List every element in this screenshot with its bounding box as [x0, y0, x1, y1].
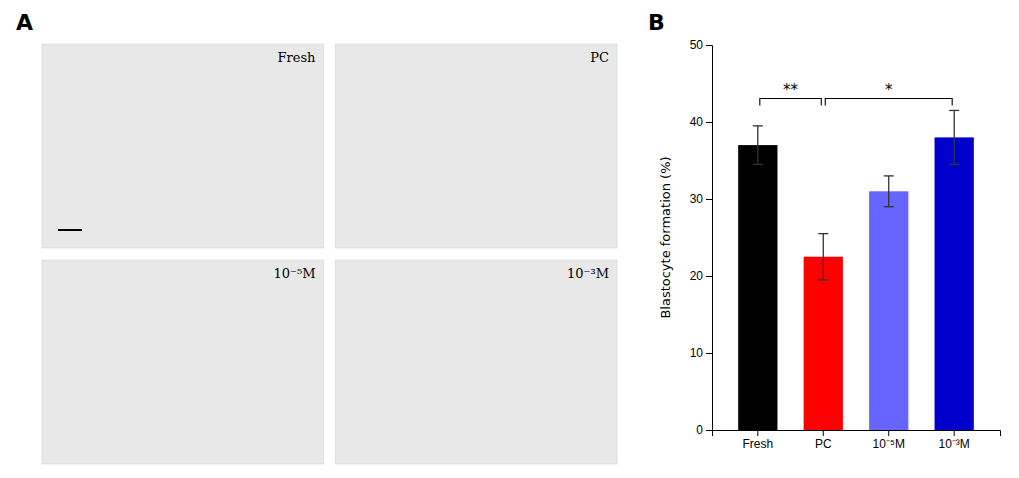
error-bar-cap: [884, 206, 894, 207]
tick: 0: [696, 423, 712, 437]
scale-bar: [58, 229, 82, 231]
tick-mark: [706, 353, 712, 354]
error-bar-stem: [823, 234, 824, 280]
image-placeholder: [42, 260, 324, 464]
tick-mark: [706, 45, 712, 46]
tick: 20: [690, 269, 712, 283]
error-bar-stem: [954, 110, 955, 164]
significance-bracket: [825, 98, 952, 105]
tick-mark: [706, 276, 712, 277]
image-label: PC: [590, 50, 609, 65]
tick-mark: [823, 430, 824, 436]
axis-line: [713, 431, 1001, 437]
bar: [804, 257, 843, 430]
error-bar-cap: [884, 175, 894, 176]
tick-label: 10⁻³M: [939, 437, 970, 451]
error-bar-cap: [818, 233, 828, 234]
tick: 10⁻³M: [939, 430, 970, 451]
tick-label: 20: [690, 269, 704, 283]
error-bar: [753, 126, 763, 165]
tick: 40: [690, 115, 712, 129]
tick: Fresh: [742, 430, 773, 451]
tick-label: 10: [690, 346, 704, 360]
error-bar: [949, 110, 959, 164]
tick: 10⁻⁵M: [873, 430, 905, 451]
image-placeholder: [42, 44, 324, 248]
bar: [869, 191, 908, 430]
bar: [738, 145, 777, 430]
image-placeholder: [336, 44, 618, 248]
tick-label: Fresh: [742, 437, 773, 451]
error-bar-cap: [753, 164, 763, 165]
tick-mark: [757, 430, 758, 436]
image-label: Fresh: [278, 50, 317, 65]
tick-mark: [706, 199, 712, 200]
error-bar: [884, 176, 894, 207]
bar: [935, 137, 974, 430]
marks: [738, 110, 974, 430]
significance-bracket: [760, 98, 821, 105]
tick-label: 30: [690, 192, 704, 206]
tick-mark: [706, 122, 712, 123]
tick-label: PC: [815, 437, 832, 451]
x-axis: Fresh PC 10⁻⁵M 10⁻³M: [713, 430, 1001, 451]
error-bar-stem: [888, 176, 889, 207]
tick-mark: [954, 430, 955, 436]
error-bar-stem: [757, 126, 758, 165]
tick: 50: [690, 38, 712, 52]
y-axis: 0 10 20 30 40 50: [690, 38, 713, 437]
tick: PC: [815, 430, 832, 451]
image-placeholder: [336, 260, 618, 464]
annotations: ***: [760, 81, 952, 105]
error-bar-cap: [949, 164, 959, 165]
image-panel: A Fresh PC 10⁻⁵M 10⁻³M: [16, 10, 617, 464]
error-bar-cap: [753, 125, 763, 126]
axis-line: [706, 46, 713, 431]
bar-chart: B 0 10 20 30 40 50 Fresh PC 10⁻⁵M 10⁻³M Blastocyte …: [648, 10, 1001, 451]
image-label: 10⁻⁵M: [274, 266, 316, 281]
image-label: 10⁻³M: [567, 266, 609, 281]
panel-label: A: [16, 10, 33, 35]
significance-label: **: [783, 81, 799, 99]
tick-label: 40: [690, 115, 704, 129]
tick-mark: [706, 430, 712, 431]
tick: 10: [690, 346, 712, 360]
panel-label: B: [648, 10, 665, 35]
error-bar-cap: [818, 279, 828, 280]
tick: 30: [690, 192, 712, 206]
error-bar: [818, 234, 828, 280]
tick-mark: [888, 430, 889, 436]
tick-label: 10⁻⁵M: [873, 437, 905, 451]
figure: A Fresh PC 10⁻⁵M 10⁻³M B 0 10 20 30 40 50 Fresh PC 10⁻…: [0, 0, 1019, 478]
error-bar-cap: [949, 110, 959, 111]
tick-label: 0: [696, 423, 703, 437]
tick-label: 50: [690, 38, 704, 52]
significance-label: *: [885, 81, 893, 99]
y-axis-title: Blastocyte formation (%): [658, 156, 673, 318]
